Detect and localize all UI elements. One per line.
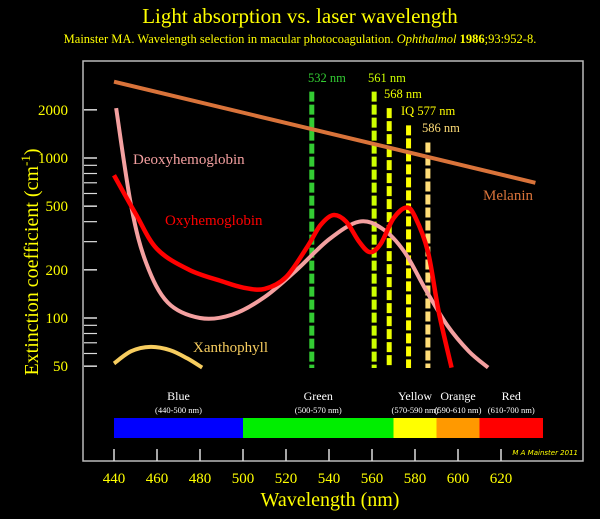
laser-label-568: 568 nm: [384, 87, 422, 101]
curve-label-deoxyhemoglobin: Deoxyhemoglobin: [133, 152, 245, 168]
color-band-name: Orange: [440, 389, 475, 403]
x-tick-label: 440: [103, 471, 126, 487]
y-axis-title-main: Extinction coefficient (cm: [21, 166, 43, 376]
subtitle-journal: Ophthalmol: [396, 32, 457, 46]
x-tick-label: 480: [189, 471, 212, 487]
color-band-green: [243, 418, 394, 438]
curve-label-oxyhemoglobin: Oxyhemoglobin: [165, 213, 263, 229]
x-tick-label: 600: [447, 471, 470, 487]
x-tick-label: 540: [318, 471, 341, 487]
x-tick-label: 620: [490, 471, 513, 487]
y-tick-label: 50: [53, 359, 68, 375]
y-axis-title: Extinction coefficient (cm-1): [18, 148, 43, 375]
color-band-name: Yellow: [398, 389, 432, 403]
laser-label-577: IQ 577 nm: [401, 104, 455, 118]
color-band-blue: [114, 418, 243, 438]
plot-frame: [82, 60, 584, 462]
color-band-range: (590-610 nm): [435, 405, 482, 415]
y-tick-label: 500: [46, 199, 69, 215]
x-tick-label: 580: [404, 471, 427, 487]
color-band-range: (610-700 nm): [488, 405, 535, 415]
y-tick-label: 200: [46, 263, 69, 279]
x-tick-label: 520: [275, 471, 298, 487]
subtitle-year: 1986: [459, 32, 485, 46]
chart-title: Light absorption vs. laser wavelength: [142, 4, 458, 28]
color-band-range: (440-500 nm): [155, 405, 202, 415]
subtitle-ref: ;93:952-8.: [484, 32, 537, 46]
color-band-name: Green: [304, 389, 333, 403]
color-band-range: (500-570 nm): [295, 405, 342, 415]
laser-label-532: 532 nm: [308, 71, 346, 85]
y-tick-label: 2000: [38, 103, 68, 119]
curve-label-melanin: Melanin: [483, 188, 533, 204]
curve-oxyhemoglobin: [112, 174, 454, 369]
laser-label-586: 586 nm: [422, 121, 460, 135]
color-band-yellow: [393, 418, 437, 438]
y-tick-label: 1000: [38, 151, 68, 167]
color-band-name: Blue: [167, 389, 190, 403]
curve-xanthophyll: [112, 344, 204, 370]
color-band-orange: [436, 418, 480, 438]
x-tick-label: 560: [361, 471, 384, 487]
curve-deoxyhemoglobin: [114, 107, 490, 370]
y-axis-title-sup: -1: [18, 155, 33, 166]
credit-text: M A Mainster 2011: [512, 449, 578, 457]
curve-label-xanthophyll: Xanthophyll: [193, 340, 268, 356]
chart-subtitle: Mainster MA. Wavelength selection in mac…: [0, 32, 600, 47]
y-axis-title-end: ): [21, 148, 43, 155]
color-band-name: Red: [502, 389, 521, 403]
x-tick-label: 500: [232, 471, 255, 487]
color-band-range: (570-590 nm): [392, 405, 439, 415]
color-band-red: [479, 418, 543, 438]
laser-label-561: 561 nm: [368, 71, 406, 85]
x-tick-label: 460: [146, 471, 169, 487]
x-axis-title: Wavelength (nm): [261, 489, 400, 511]
subtitle-authors: Mainster MA. Wavelength selection in mac…: [63, 32, 394, 46]
curve-melanin: [113, 79, 536, 185]
y-tick-label: 100: [46, 311, 69, 327]
